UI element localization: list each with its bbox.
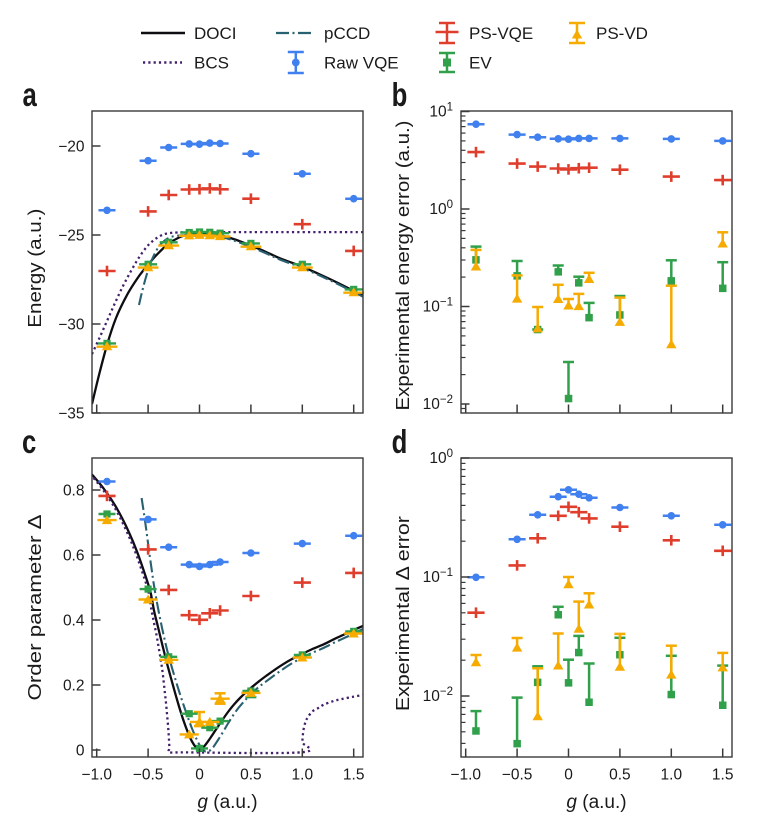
svg-text:Experimental energy error (a.u: Experimental energy error (a.u.) <box>392 121 413 411</box>
svg-text:EV: EV <box>469 53 492 72</box>
svg-text:−1.0: −1.0 <box>81 767 112 784</box>
svg-text:PS-VD: PS-VD <box>596 24 648 43</box>
svg-text:0: 0 <box>76 742 85 759</box>
svg-text:−25: −25 <box>58 227 84 244</box>
svg-text:Order parameter Δ: Order parameter Δ <box>24 515 45 701</box>
svg-text:0.6: 0.6 <box>63 547 85 564</box>
svg-text:pCCD: pCCD <box>324 24 370 43</box>
svg-text:a: a <box>22 77 37 114</box>
svg-text:0: 0 <box>195 767 204 784</box>
svg-text:d: d <box>392 424 408 461</box>
svg-text:Energy (a.u.): Energy (a.u.) <box>24 209 45 328</box>
svg-text:−20: −20 <box>58 138 85 155</box>
svg-text:Experimental Δ error: Experimental Δ error <box>392 516 413 711</box>
svg-text:0.8: 0.8 <box>63 482 85 499</box>
svg-text:DOCI: DOCI <box>194 24 237 43</box>
svg-text:c: c <box>22 424 36 461</box>
svg-text:1.5: 1.5 <box>712 767 734 784</box>
svg-text:BCS: BCS <box>194 53 229 72</box>
svg-text:1.0: 1.0 <box>661 767 683 784</box>
svg-text:0.5: 0.5 <box>240 767 262 784</box>
svg-text:−30: −30 <box>58 316 85 333</box>
svg-text:g (a.u.): g (a.u.) <box>566 792 626 813</box>
svg-text:b: b <box>392 77 408 114</box>
svg-text:0: 0 <box>564 767 573 784</box>
svg-text:0.5: 0.5 <box>609 767 631 784</box>
svg-text:−0.5: −0.5 <box>502 767 533 784</box>
svg-text:1.5: 1.5 <box>343 767 365 784</box>
svg-text:−0.5: −0.5 <box>133 767 164 784</box>
svg-text:1.0: 1.0 <box>292 767 314 784</box>
svg-text:PS-VQE: PS-VQE <box>469 24 533 43</box>
svg-text:g (a.u.): g (a.u.) <box>197 792 257 813</box>
svg-text:0.2: 0.2 <box>63 677 85 694</box>
svg-text:Raw VQE: Raw VQE <box>324 53 399 72</box>
svg-text:0.4: 0.4 <box>63 612 85 629</box>
svg-text:−1.0: −1.0 <box>450 767 481 784</box>
svg-text:−35: −35 <box>58 405 84 422</box>
